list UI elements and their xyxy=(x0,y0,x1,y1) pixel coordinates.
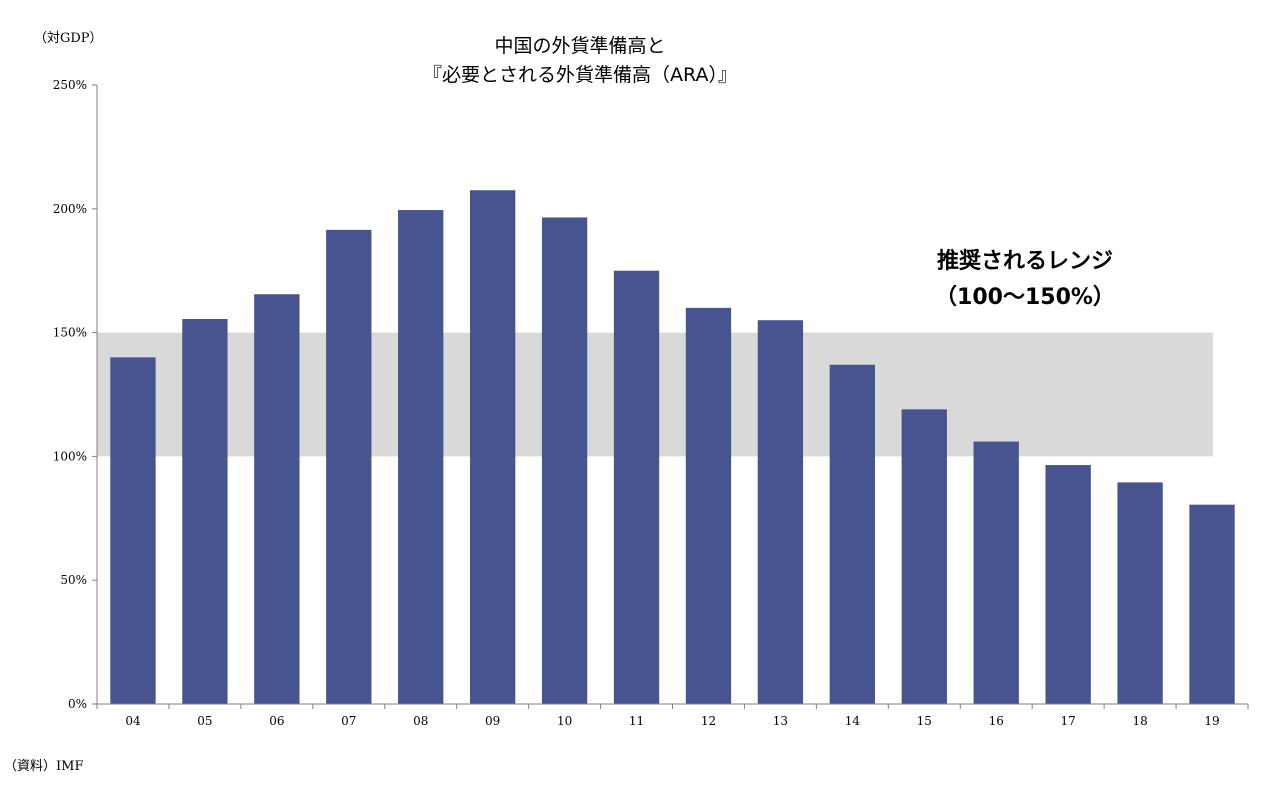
y-tick-label: 100% xyxy=(53,449,87,463)
x-tick-label: 18 xyxy=(1132,714,1147,728)
x-tick-label: 07 xyxy=(341,714,356,728)
bar-10 xyxy=(541,217,588,704)
bar-06 xyxy=(254,294,300,704)
bar-04 xyxy=(110,357,156,704)
x-tick-label: 04 xyxy=(125,714,141,728)
x-tick-label: 10 xyxy=(557,714,572,728)
x-tick-label: 13 xyxy=(773,714,788,728)
source-note: （資料）IMF xyxy=(4,759,84,774)
x-tick-label: 19 xyxy=(1204,714,1219,728)
bar-17 xyxy=(1045,465,1091,704)
y-tick-label: 200% xyxy=(53,202,87,216)
chart-title-line-2: 『必要とされる外貨準備高（ARA）』 xyxy=(423,64,737,86)
y-tick-label: 150% xyxy=(53,326,87,340)
recommended-range-annotation: 推奨されるレンジ （100〜150%） xyxy=(890,244,1160,316)
recommended-range-label: 推奨されるレンジ xyxy=(936,249,1113,274)
x-tick-label: 06 xyxy=(269,714,284,728)
x-tick-label: 09 xyxy=(485,714,500,728)
bar-15 xyxy=(901,409,947,704)
chart-title: 中国の外貨準備高と 『必要とされる外貨準備高（ARA）』 xyxy=(380,32,780,90)
x-tick-label: 15 xyxy=(917,714,932,728)
y-tick-label: 50% xyxy=(60,573,87,587)
recommended-range-values: （100〜150%） xyxy=(935,285,1115,310)
bar-05 xyxy=(182,318,228,704)
x-tick-label: 17 xyxy=(1061,714,1076,728)
bar-13 xyxy=(757,320,804,704)
x-tick-label: 08 xyxy=(413,714,428,728)
y-axis-unit-label: （対GDP） xyxy=(34,31,103,46)
bar-14 xyxy=(829,364,876,704)
bar-09 xyxy=(469,190,516,705)
bar-08 xyxy=(398,210,444,704)
y-tick-label: 0% xyxy=(68,697,87,711)
x-tick-label: 14 xyxy=(845,714,861,728)
bar-07 xyxy=(326,229,372,704)
x-tick-label: 05 xyxy=(197,714,212,728)
x-tick-label: 11 xyxy=(629,714,644,728)
bar-19 xyxy=(1189,504,1235,704)
chart-title-line-1: 中国の外貨準備高と xyxy=(494,35,666,57)
bar-11 xyxy=(613,270,660,704)
x-tick-label: 12 xyxy=(701,714,716,728)
bar-12 xyxy=(685,307,732,704)
bar-18 xyxy=(1117,482,1163,704)
bar-16 xyxy=(973,441,1019,704)
x-tick-label: 16 xyxy=(989,714,1004,728)
y-tick-label: 250% xyxy=(53,78,87,92)
